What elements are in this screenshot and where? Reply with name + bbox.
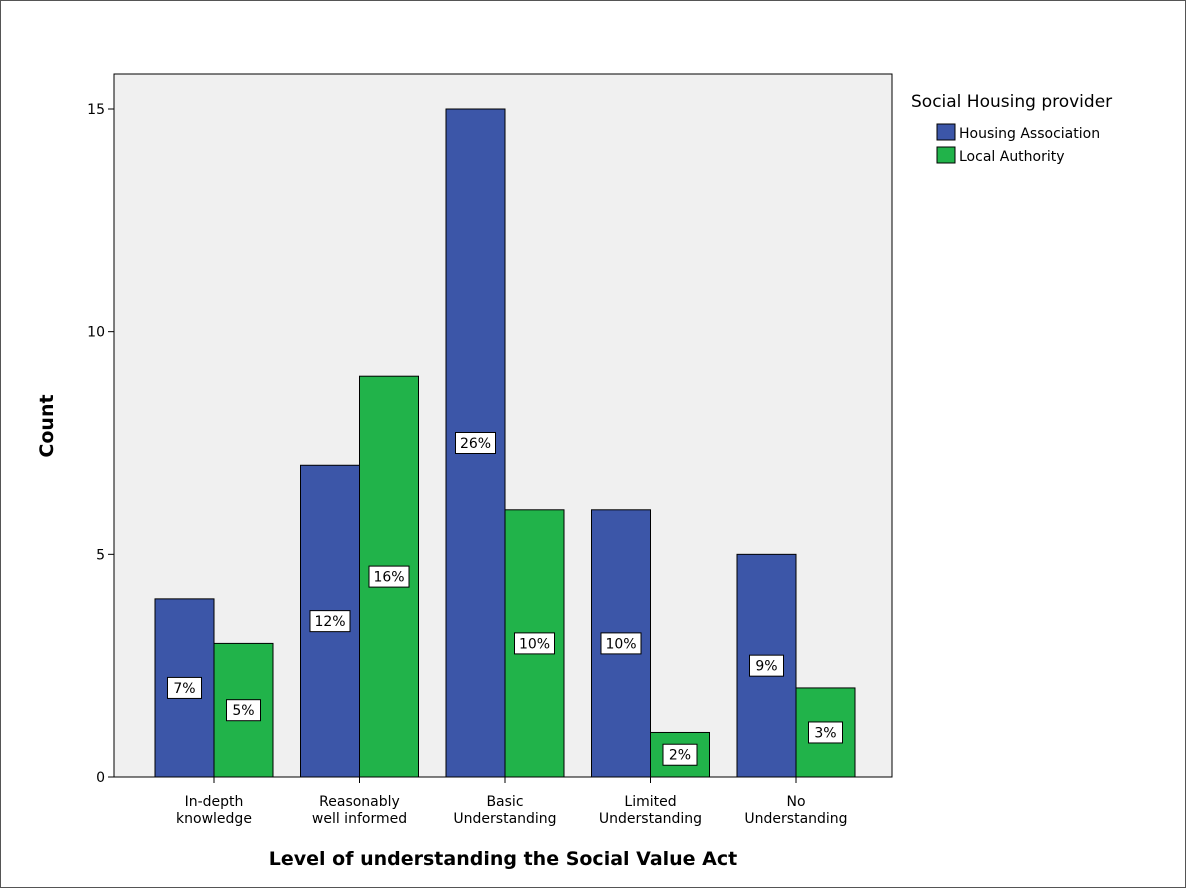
data-label-box <box>600 632 642 655</box>
y-tick-label: 10 <box>87 325 105 341</box>
data-label: 26% <box>460 436 491 452</box>
data-label-box <box>226 699 261 722</box>
legend-label-housing-association: Housing Association <box>959 126 1100 142</box>
category-label: Reasonably well informed <box>312 794 407 827</box>
data-label: 9% <box>755 659 777 675</box>
data-label: 5% <box>232 703 254 719</box>
legend: Social Housing provider Housing Associat… <box>911 92 1112 165</box>
data-label: 12% <box>314 614 345 630</box>
data-label-box <box>808 721 843 744</box>
category-label: Limited Understanding <box>599 794 702 827</box>
category-label: In-depth knowledge <box>176 794 252 827</box>
data-label-box <box>455 432 496 454</box>
y-axis-title: Count <box>36 394 58 457</box>
bars: 7% 5% 12% 16% 26% 10% 10% 2% 9% 3% <box>154 108 856 778</box>
legend-title: Social Housing provider <box>911 92 1112 112</box>
category-label: No Understanding <box>744 794 847 827</box>
x-axis-title: Level of understanding the Social Value … <box>269 848 737 870</box>
data-label: 3% <box>814 725 836 741</box>
category-labels: In-depth knowledge Reasonably well informed… <box>176 777 848 827</box>
y-tick-label: 15 <box>87 102 105 118</box>
data-label-box <box>749 654 784 677</box>
data-label-box <box>167 676 202 699</box>
y-tick-label: 0 <box>96 770 105 786</box>
data-label: 16% <box>373 570 404 586</box>
data-label-box <box>309 610 351 633</box>
data-label: 10% <box>519 636 550 652</box>
y-tick-label: 5 <box>96 547 105 563</box>
category-label: Basic Understanding <box>453 794 556 827</box>
legend-label-local-authority: Local Authority <box>959 149 1065 165</box>
data-label-box <box>368 565 410 588</box>
data-label-box <box>662 743 698 766</box>
data-label: 2% <box>669 748 691 764</box>
data-label: 10% <box>605 636 636 652</box>
data-label: 7% <box>173 681 195 697</box>
y-axis: 0 5 10 15 <box>87 102 114 786</box>
legend-swatch-housing-association <box>936 123 956 141</box>
data-label-box <box>514 632 555 655</box>
legend-swatch-local-authority <box>936 146 956 164</box>
